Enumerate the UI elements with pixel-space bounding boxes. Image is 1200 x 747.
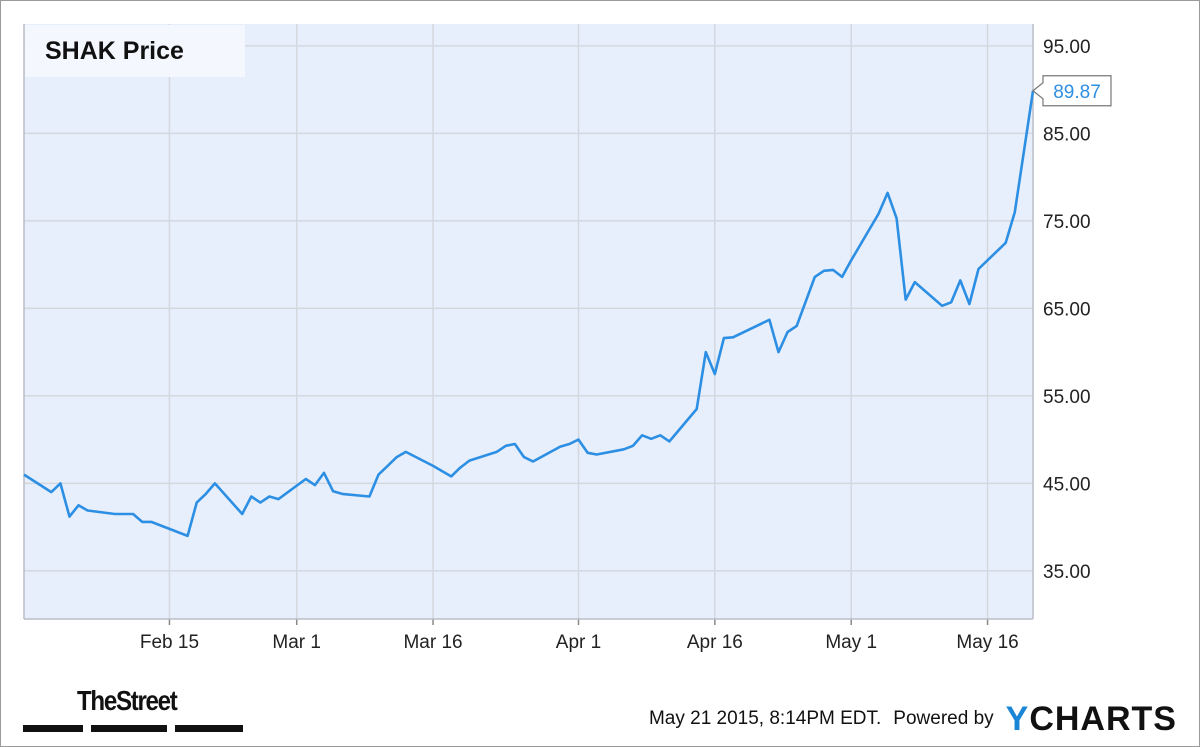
- y-tick-label: 65.00: [1043, 299, 1091, 320]
- logo-bar-left: [23, 725, 83, 732]
- chart-title: SHAK Price: [45, 37, 184, 65]
- last-value-callout: [1032, 75, 1112, 107]
- x-tick-label: Apr 16: [687, 632, 743, 653]
- x-tick-label: Apr 1: [556, 632, 601, 653]
- y-tick-label: 85.00: [1043, 124, 1091, 145]
- y-tick-label: 35.00: [1043, 562, 1091, 583]
- ycharts-logo-y: Y: [1005, 699, 1030, 738]
- plot-area: [24, 24, 1033, 619]
- logo-bar-right: [175, 725, 243, 732]
- ycharts-logo-rest: CHARTS: [1029, 699, 1177, 738]
- ycharts-logo[interactable]: YCHARTS: [1006, 700, 1177, 739]
- y-tick-label: 45.00: [1043, 474, 1091, 495]
- logo-bar-mid: [91, 725, 167, 732]
- footer-credits: May 21 2015, 8:14PM EDT. Powered by YCHA…: [648, 700, 1177, 739]
- price-series-line: [23, 90, 1035, 538]
- y-tick-label: 95.00: [1043, 37, 1091, 58]
- thestreet-logo-text: TheStreet: [77, 685, 178, 716]
- x-tick-label: Mar 16: [403, 632, 462, 653]
- y-tick-label: 75.00: [1043, 212, 1091, 233]
- x-tick-label: May 16: [956, 632, 1018, 653]
- powered-by-text: Powered by: [893, 708, 994, 729]
- chart-title-box: SHAK Price: [25, 25, 245, 77]
- x-tick-label: Mar 1: [272, 632, 321, 653]
- last-value-label: 89.87: [1053, 82, 1101, 103]
- y-tick-label: 55.00: [1043, 387, 1091, 408]
- x-tick-label: May 1: [825, 632, 877, 653]
- x-tick-label: Feb 15: [140, 632, 199, 653]
- thestreet-logo: TheStreet: [23, 685, 243, 735]
- timestamp: May 21 2015, 8:14PM EDT.: [648, 708, 882, 729]
